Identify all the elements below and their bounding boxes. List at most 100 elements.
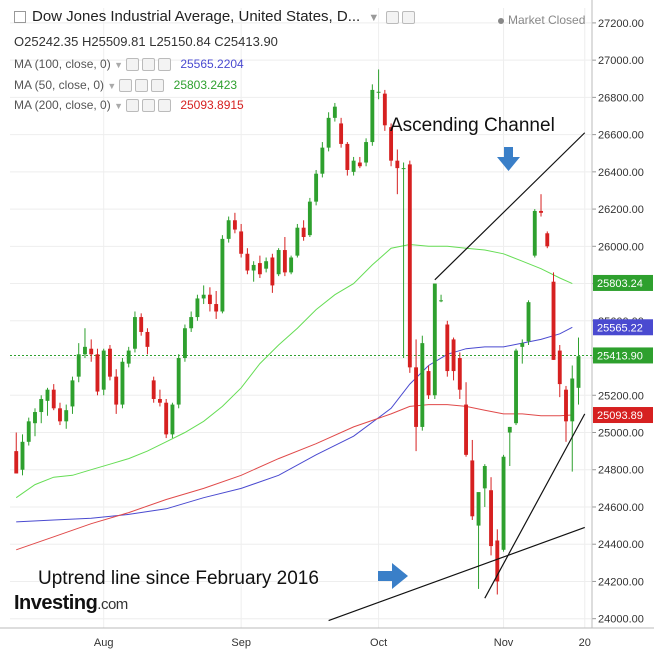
candle-down (245, 253, 250, 271)
ma50-line (15, 243, 573, 499)
ma200-line (16, 404, 573, 551)
candle-down (489, 490, 493, 547)
candle-up (45, 389, 50, 401)
candle-up (432, 283, 437, 396)
candle-up (182, 328, 187, 359)
candle-up (26, 421, 31, 442)
chart-title: Dow Jones Industrial Average, United Sta… (14, 8, 416, 25)
logo-main: Investing (14, 592, 98, 614)
status-dot-icon (498, 17, 504, 24)
candle-down (95, 354, 100, 392)
candle-down (232, 220, 237, 230)
y-tick-label: 24000.00 (598, 614, 644, 626)
settings-icon[interactable] (135, 79, 149, 93)
candle-down (151, 380, 156, 399)
candle-down (214, 304, 219, 312)
candle-up (439, 300, 444, 302)
settings-icon[interactable] (141, 58, 155, 72)
collapse-icon[interactable] (14, 11, 26, 24)
price-label-bg (593, 407, 653, 424)
candle-down (445, 324, 450, 372)
candle-up (83, 346, 87, 355)
candle-down (282, 250, 287, 273)
price-label: 25803.24 (597, 278, 643, 290)
close-icon[interactable] (157, 99, 171, 113)
ma50-value: 25803.2423 (173, 78, 238, 92)
arrow-right-icon (378, 563, 408, 589)
ma100-legend: MA (100, close, 0) ▼ 25565.2204 (14, 57, 244, 72)
candle-down (164, 402, 169, 435)
candle-down (301, 227, 306, 238)
y-tick-label: 26600.00 (598, 130, 644, 142)
price-label: 25413.90 (597, 350, 643, 362)
ma100-label: MA (100, close, 0) (14, 57, 111, 71)
candle-up (220, 238, 225, 312)
channel-annotation: Ascending Channel (390, 115, 555, 136)
close-icon[interactable] (151, 79, 165, 93)
candle-up (307, 201, 312, 236)
investing-logo: Investing.com (14, 592, 128, 615)
channel-upper-line (434, 132, 586, 281)
settings-icon[interactable] (141, 99, 155, 113)
candle-down (207, 294, 212, 305)
price-label: 25565.22 (597, 322, 643, 334)
candle-down (557, 350, 562, 385)
ma100-value: 25565.2204 (180, 57, 244, 71)
candle-down (395, 160, 400, 169)
candle-up (264, 261, 269, 269)
eye-icon[interactable] (119, 79, 133, 93)
eye-icon[interactable] (386, 10, 400, 24)
candle-down (464, 404, 468, 455)
candle-up (364, 142, 369, 163)
candle-up (64, 410, 69, 422)
candle-down (89, 348, 94, 355)
candle-down (108, 348, 112, 377)
candle-up (376, 91, 381, 93)
candle-up (39, 398, 44, 413)
close-icon[interactable] (157, 58, 171, 72)
x-tick-label: Nov (494, 637, 514, 649)
dropdown-chevron-icon[interactable]: ▼ (368, 12, 380, 24)
candle-up (195, 298, 200, 318)
candle-up (33, 412, 37, 424)
candle-up (476, 492, 481, 526)
candle-up (101, 350, 106, 390)
candle-up (276, 250, 281, 275)
candle-down (257, 263, 262, 275)
candle-up (251, 264, 256, 271)
candle-up (176, 358, 181, 405)
candle-up (126, 350, 131, 364)
candle-down (539, 210, 543, 213)
candle-up (226, 220, 231, 239)
close-value: C25413.90 (214, 34, 278, 49)
candle-up (314, 173, 319, 202)
candle-down (426, 371, 431, 396)
candle-down (157, 398, 162, 403)
settings-icon[interactable] (402, 10, 416, 24)
candle-up (332, 106, 337, 118)
candle-down (145, 331, 150, 347)
y-tick-label: 26200.00 (598, 204, 644, 216)
y-tick-label: 26800.00 (598, 92, 644, 104)
candle-up (289, 257, 294, 273)
price-label: 25093.89 (597, 410, 643, 422)
candle-down (389, 127, 394, 161)
ohlc-readout: O25242.35 H25509.81 L25150.84 C25413.90 (14, 34, 278, 49)
candle-down (270, 257, 275, 286)
logo-suffix: .com (97, 596, 128, 613)
y-tick-label: 24400.00 (598, 539, 644, 551)
y-tick-label: 24800.00 (598, 465, 644, 477)
ma100-line (16, 326, 573, 523)
x-tick-label: Aug (94, 637, 114, 649)
candle-up (420, 343, 425, 427)
x-tick-label: Oct (370, 637, 387, 649)
price-label-bg (593, 347, 653, 364)
candle-up (570, 378, 575, 422)
y-tick-label: 25200.00 (598, 390, 644, 402)
eye-icon[interactable] (125, 58, 139, 72)
eye-icon[interactable] (125, 99, 139, 113)
candle-down (470, 460, 475, 517)
candle-up (520, 343, 525, 347)
